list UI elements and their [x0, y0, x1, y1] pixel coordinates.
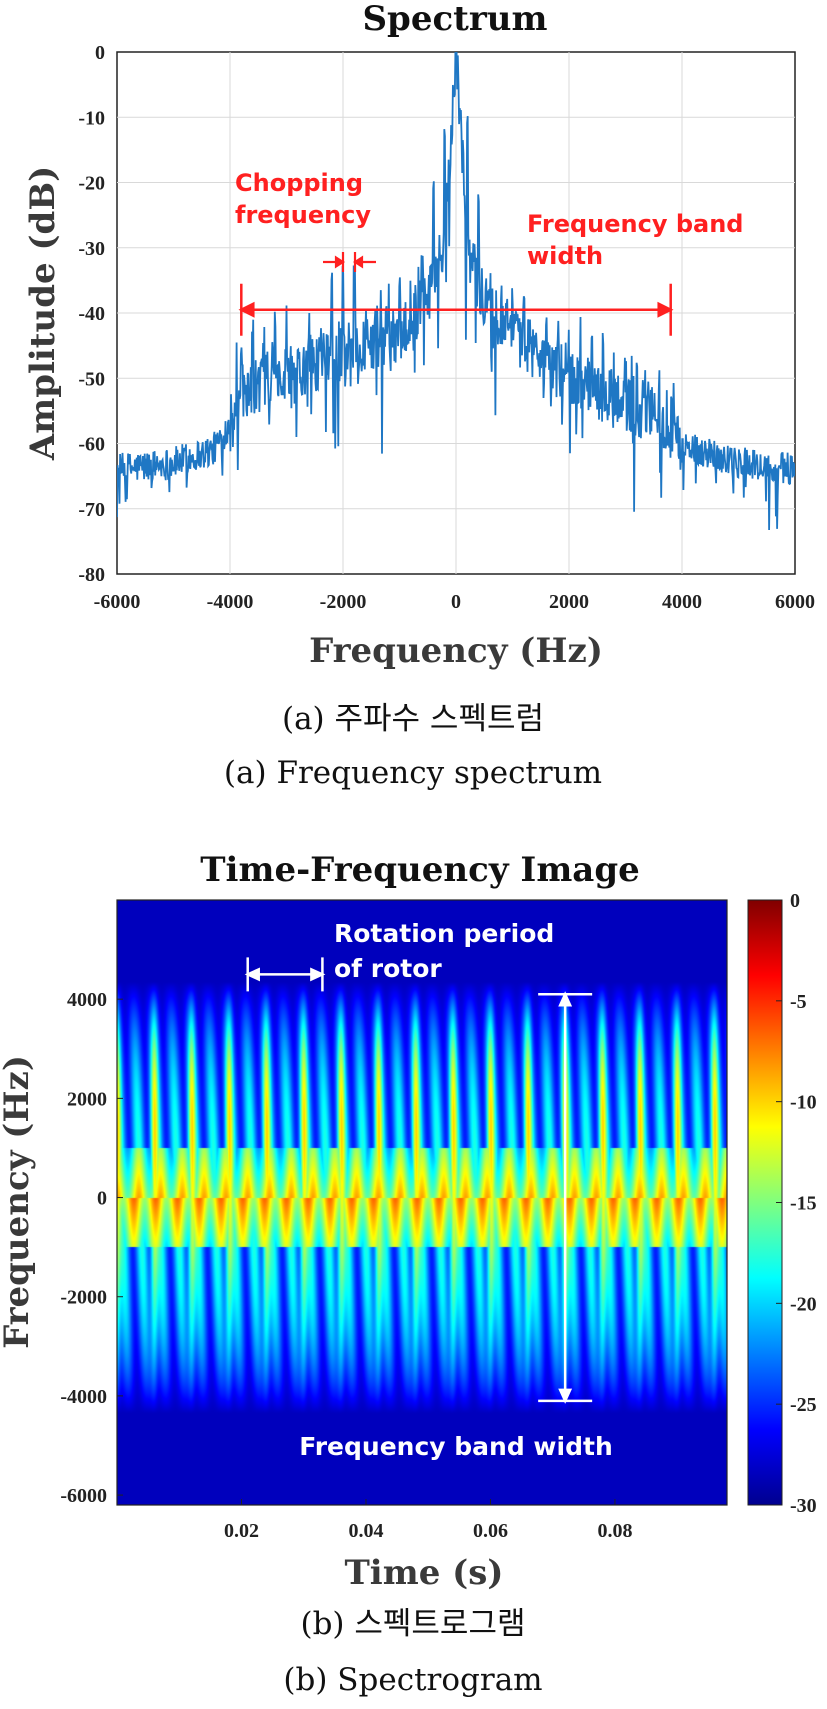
bandwidth-arrow: [238, 283, 674, 336]
spectrum-x-tick-label: 4000: [662, 591, 702, 613]
bandwidth-arrow-left-head: [238, 301, 255, 318]
caption-b-english: (b) Spectrogram: [283, 1662, 542, 1698]
rotation-annotation-line2: of rotor: [334, 954, 442, 983]
spectrogram-y-tick-label: -6000: [60, 1485, 107, 1507]
spectrogram-title: Time-Frequency Image: [200, 850, 639, 890]
spectrum-y-tick-label: -30: [78, 238, 105, 260]
caption-b-korean: (b) 스펙트로그램: [300, 1606, 525, 1642]
spectrum-chart: Spectrum 0 -10 -20 -30 -40 -50 -60 -70 -80 -6000…: [23, 0, 815, 791]
colorbar-ticks: 0 -5 -10 -15 -20 -25 -30: [776, 890, 817, 1517]
spectrum-x-tick-label: -6000: [94, 591, 141, 613]
spectrum-x-ticks: -6000 -4000 -2000 0 2000 4000 6000: [94, 591, 815, 613]
colorbar-tick-label: -5: [790, 991, 807, 1013]
spectrogram-y-tick-label: -2000: [60, 1287, 107, 1309]
spectrogram-x-tick-label: 0.04: [348, 1520, 383, 1542]
rotation-arrow-right-head: [310, 967, 326, 982]
spectrogram-y-tick-label: 2000: [67, 1088, 107, 1110]
bandwidth-bottom-head: [558, 1388, 573, 1404]
spectrogram-y-ticks: 4000 2000 0 -2000 -4000 -6000: [60, 989, 123, 1507]
rotation-annotation-line1: Rotation period: [334, 919, 554, 948]
bandwidth-annotation-text: Frequency band width: [299, 1432, 613, 1461]
spectrum-y-ticks: 0 -10 -20 -30 -40 -50 -60 -70 -80: [78, 42, 105, 586]
spectrum-y-tick-label: -50: [78, 368, 105, 390]
spectrum-series-line: [117, 52, 795, 531]
colorbar-tick-label: -15: [790, 1193, 817, 1215]
bandwidth-annotation-line1: Frequency band: [527, 210, 743, 238]
bandwidth-annotation-line2: width: [527, 242, 603, 270]
spectrum-y-tick-label: -80: [78, 564, 105, 586]
rotation-arrow-left-head: [244, 967, 260, 982]
spectrogram-plot-frame: [116, 899, 728, 1506]
spectrogram-chart: Time-Frequency Image 4000 2000 0 -2000 -4000…: [0, 850, 817, 1698]
spectrogram-ylabel: Frequency (Hz): [0, 1055, 37, 1349]
colorbar-tick-label: -20: [790, 1293, 817, 1315]
colorbar-tick-label: 0: [790, 890, 800, 912]
bandwidth-arrow-right-head: [657, 301, 674, 318]
spectrogram-x-tick-label: 0.06: [473, 1520, 508, 1542]
spectrum-y-tick-label: -40: [78, 303, 105, 325]
spectrogram-y-tick-label: 4000: [67, 989, 107, 1011]
spectrum-y-tick-label: -70: [78, 499, 105, 521]
bandwidth-top-head: [558, 991, 573, 1007]
spectrum-x-tick-label: 0: [451, 591, 461, 613]
spectrum-y-tick-label: -60: [78, 434, 105, 456]
spectrogram-x-tick-label: 0.02: [224, 1520, 259, 1542]
bandwidth-vertical-arrow: [538, 991, 593, 1404]
spectrogram-y-tick-label: -4000: [60, 1386, 107, 1408]
spectrogram-heatmap: [117, 900, 727, 1505]
colorbar-tick-label: -25: [790, 1394, 817, 1416]
spectrum-x-tick-label: 6000: [775, 591, 815, 613]
spectrum-y-tick-label: -10: [78, 107, 105, 129]
spectrogram-x-tick-label: 0.08: [597, 1520, 632, 1542]
spectrum-x-tick-label: -4000: [207, 591, 254, 613]
spectrogram-x-ticks: 0.02 0.04 0.06 0.08: [224, 1499, 632, 1542]
colorbar-tick-label: -30: [790, 1495, 817, 1517]
caption-a-korean: (a) 주파수 스펙트럼: [282, 701, 544, 737]
colorbar-tick-label: -10: [790, 1092, 817, 1114]
spectrum-y-tick-label: -20: [78, 173, 105, 195]
spectrum-title: Spectrum: [363, 0, 548, 39]
spectrum-y-tick-label: 0: [95, 42, 105, 64]
spectrum-ylabel: Amplitude (dB): [23, 166, 63, 461]
chopping-annotation-line1: Chopping: [235, 169, 363, 197]
spectrum-xlabel: Frequency (Hz): [309, 631, 603, 671]
caption-a-english: (a) Frequency spectrum: [224, 755, 602, 791]
rotation-period-arrow: [244, 957, 326, 992]
chopping-frequency-arrows: [323, 252, 376, 272]
spectrum-x-tick-label: -2000: [320, 591, 367, 613]
spectrum-x-tick-label: 2000: [549, 591, 589, 613]
chopping-annotation-line2: frequency: [235, 201, 371, 229]
spectrogram-xlabel: Time (s): [345, 1553, 504, 1593]
spectrogram-y-tick-label: 0: [97, 1188, 107, 1210]
